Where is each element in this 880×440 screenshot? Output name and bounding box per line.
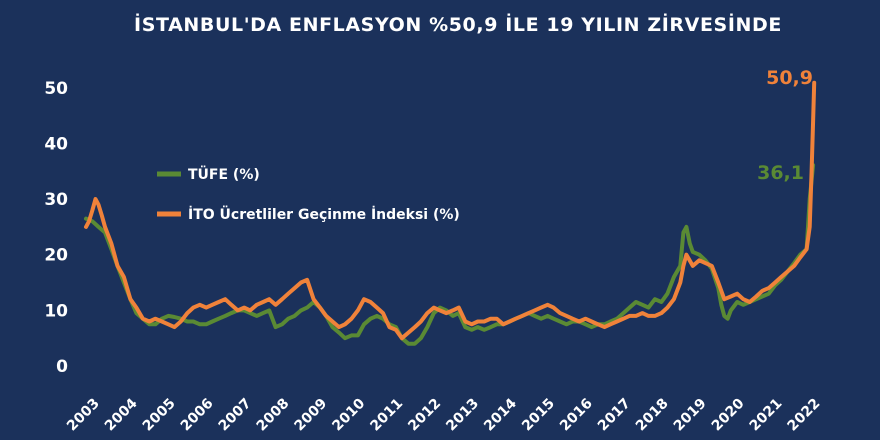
y-tick-label: 20 [44,246,68,266]
series-line-ito [84,80,817,341]
end-labels: 50,9 36,1 [757,67,813,184]
chart-title: İSTANBUL'DA ENFLASYON %50,9 İLE 19 YILIN… [134,12,782,36]
legend-label-ito: İTO Ücretliler Geçinme İndeksi (%) [188,205,460,223]
end-label-ito: 50,9 [766,67,813,89]
series-line-tufe [84,163,816,346]
y-tick-label: 50 [44,79,68,99]
y-axis: 0 10 20 30 40 50 [44,79,68,377]
y-tick-label: 10 [44,301,68,321]
y-tick-label: 0 [56,357,68,377]
plot-lines [84,80,817,346]
y-tick-label: 40 [44,134,68,154]
legend-label-tufe: TÜFE (%) [188,165,260,183]
y-tick-label: 30 [44,190,68,210]
legend: TÜFE (%) İTO Ücretliler Geçinme İndeksi … [157,165,460,223]
end-label-tufe: 36,1 [757,162,804,184]
